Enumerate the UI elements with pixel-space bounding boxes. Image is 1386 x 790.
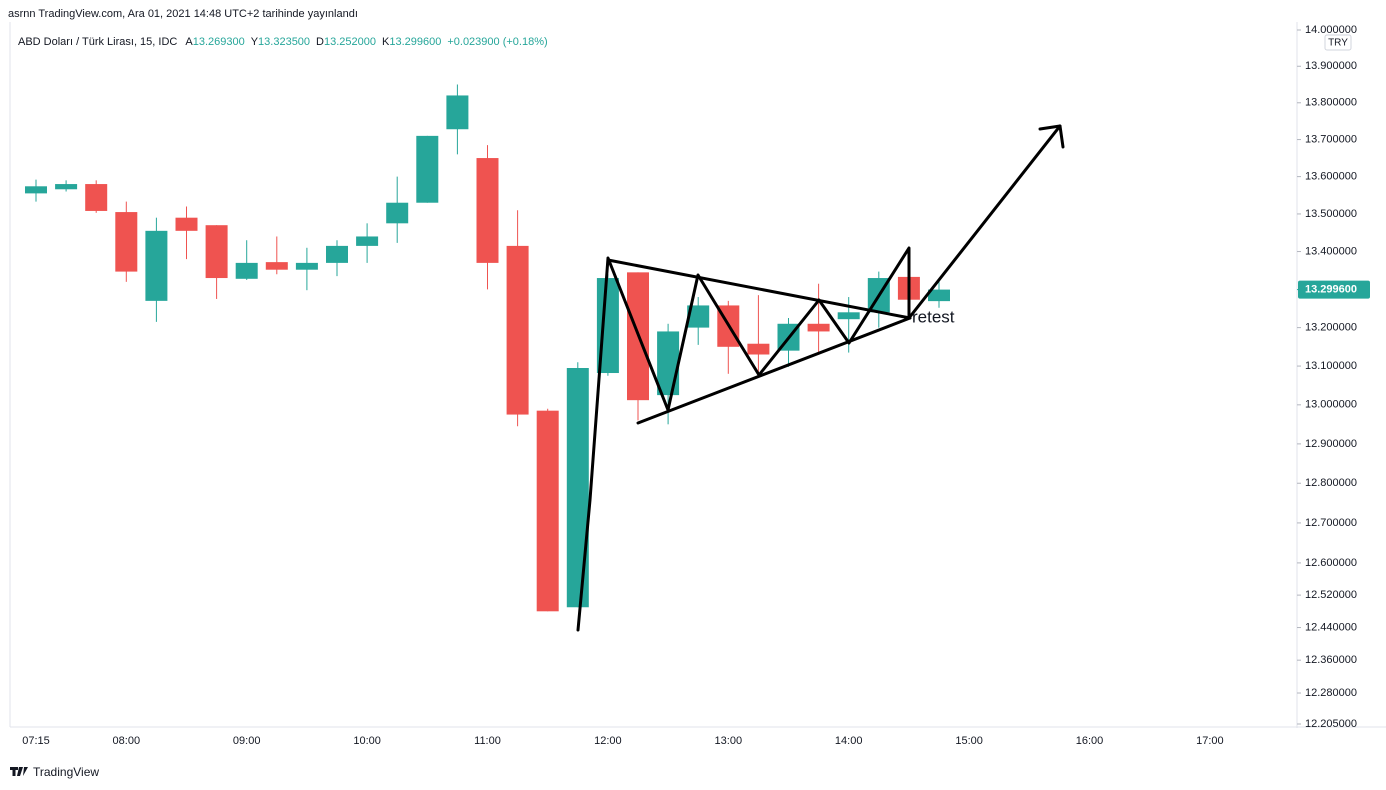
candle-body (205, 225, 228, 279)
x-tick-label: 10:00 (353, 735, 381, 747)
x-tick-label: 17:00 (1196, 735, 1224, 747)
candle-body (85, 184, 108, 211)
candle-body (55, 184, 78, 190)
x-tick-label: 07:15 (22, 735, 50, 747)
arrow-line (907, 124, 1062, 320)
symbol: ABD Doları / Türk Lirası, 15, IDC (18, 36, 177, 48)
candle-body (175, 217, 198, 231)
candle-body (416, 135, 439, 203)
x-tick-label: 16:00 (1076, 735, 1104, 747)
upper-trendline (606, 258, 912, 320)
currency: TRY (1328, 38, 1348, 49)
y-tick-label: 12.600000 (1305, 557, 1357, 569)
x-tick-label: 09:00 (233, 735, 261, 747)
close-key: K (382, 36, 390, 48)
x-tick-label: 15:00 (955, 735, 983, 747)
y-tick-label: 12.440000 (1305, 621, 1357, 633)
candle-body (25, 186, 47, 194)
zigzag-drawing (576, 246, 911, 632)
candle-body (747, 343, 770, 355)
x-tick-label: 11:00 (474, 735, 501, 747)
candle-body (356, 236, 379, 246)
y-tick-label: 13.900000 (1305, 60, 1357, 72)
y-tick-label: 13.100000 (1305, 360, 1357, 372)
candle-body (566, 368, 589, 608)
candle-body (295, 262, 318, 270)
x-tick-label: 13:00 (715, 735, 743, 747)
candle-body (837, 312, 860, 320)
candles (25, 84, 950, 612)
y-tick-label: 12.700000 (1305, 517, 1357, 529)
y-tick-label: 13.400000 (1305, 245, 1357, 257)
arrow-head (1038, 124, 1065, 149)
change: +0.023900 (+0.18%) (447, 36, 547, 48)
candle-body (807, 323, 830, 332)
candle-body (657, 331, 680, 396)
lower-trendline (636, 316, 912, 425)
y-tick-label: 13.000000 (1305, 399, 1357, 411)
y-tick-label: 12.360000 (1305, 654, 1357, 666)
currency-box (1324, 34, 1352, 51)
x-tick-label: 14:00 (835, 735, 863, 747)
y-tick-label: 12.900000 (1305, 438, 1357, 450)
low: 13.252000 (324, 36, 376, 48)
candle-body (115, 212, 138, 272)
low-key: D (316, 36, 324, 48)
publisher: asrnn TradingView.com, Ara 01, 2021 14:4… (8, 8, 358, 20)
y-tick-label: 12.520000 (1305, 589, 1357, 601)
y-tick-label: 13.700000 (1305, 133, 1357, 145)
legend-line: ABD Doları / Türk Lirası, 15, IDC A13.269… (18, 36, 548, 48)
candle-body (536, 410, 559, 612)
x-tick-label: 08:00 (113, 735, 141, 747)
y-tick-label: 14.000000 (1305, 24, 1357, 36)
y-tick-label: 12.280000 (1305, 687, 1357, 699)
logo (10, 767, 28, 776)
candle-body (446, 95, 469, 130)
high-key: Y (251, 36, 259, 48)
brand: TradingView (33, 765, 99, 779)
drawings (576, 124, 1065, 632)
y-tick-label: 13.200000 (1305, 322, 1357, 334)
candle-body (145, 230, 168, 301)
candle-body (235, 262, 258, 279)
candle-body (506, 245, 529, 415)
candle-body (265, 262, 288, 270)
last-price-box (1298, 280, 1370, 299)
y-tick-label: 13.800000 (1305, 97, 1357, 109)
y-tick-label: 13.500000 (1305, 208, 1357, 220)
y-tick-label: 12.800000 (1305, 477, 1357, 489)
candle-body (687, 305, 710, 328)
annotation: retest (912, 307, 955, 326)
last-price: 13.299600 (1297, 280, 1370, 299)
candle-body (386, 202, 409, 224)
high: 13.323500 (258, 36, 310, 48)
last-price-label: 13.299600 (1305, 283, 1357, 295)
footer: TradingView (10, 765, 99, 779)
open: 13.269300 (193, 36, 245, 48)
candle-body (476, 158, 499, 263)
candle-body (326, 245, 348, 263)
open-key: A (185, 36, 193, 48)
candle-body (928, 289, 950, 302)
x-tick-label: 12:00 (594, 735, 622, 747)
y-tick-label: 12.205000 (1305, 718, 1357, 730)
legend: ABD Doları / Türk Lirası, 15, IDC A13.269… (18, 36, 548, 48)
y-tick-label: 13.600000 (1305, 171, 1357, 183)
close: 13.299600 (389, 36, 441, 48)
